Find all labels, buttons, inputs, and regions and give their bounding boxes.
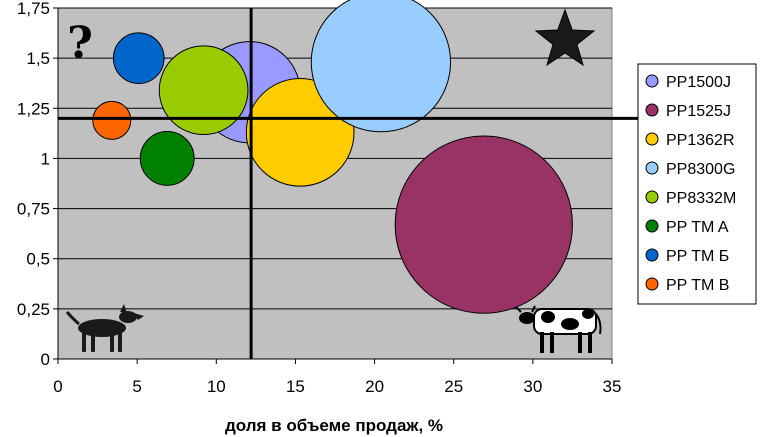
bubble-pp-tm-a xyxy=(139,131,195,186)
x-tick-label: 30 xyxy=(523,377,542,396)
dog-icon xyxy=(65,304,144,352)
x-tick-label: 0 xyxy=(53,377,62,396)
y-tick-label: 1,75 xyxy=(17,0,50,18)
bubble-pp-tm-б xyxy=(112,32,165,84)
bubble-pp8332m xyxy=(158,45,249,136)
legend-label: PP1525J xyxy=(666,103,731,120)
x-tick-label: 35 xyxy=(603,377,622,396)
x-axis-label: доля в объеме продаж, % xyxy=(225,416,443,435)
legend-label: PP TM A xyxy=(666,219,729,236)
bubble-pp8300g xyxy=(310,0,452,133)
cow-icon xyxy=(515,305,602,353)
legend-label: PP1500J xyxy=(666,74,731,91)
y-tick-label: 0,75 xyxy=(17,200,50,219)
legend-label: PP8332M xyxy=(666,190,736,207)
y-tick-label: 1,5 xyxy=(26,49,50,68)
legend-marker xyxy=(645,248,659,262)
x-tick-label: 25 xyxy=(444,377,463,396)
legend-marker xyxy=(645,103,659,117)
star-icon xyxy=(534,8,596,67)
y-tick-label: 1,25 xyxy=(17,99,50,118)
legend-marker xyxy=(645,219,659,233)
x-tick-label: 20 xyxy=(365,377,384,396)
quadrant-dividers xyxy=(58,8,752,359)
axes xyxy=(53,7,613,364)
x-tick-label: 15 xyxy=(286,377,305,396)
y-tick-label: 1 xyxy=(41,149,50,168)
legend: PP1500J PP1525J PP1362R PP8300G PP8332M PP TM… xyxy=(637,63,757,305)
legend-marker xyxy=(645,74,659,88)
legend-label: PP TM B xyxy=(666,277,729,294)
x-tick-label: 10 xyxy=(207,377,226,396)
legend-box xyxy=(637,63,757,305)
y-tick-label: 0 xyxy=(41,350,50,369)
legend-marker xyxy=(645,277,659,291)
y-tick-label: 0,5 xyxy=(26,250,50,269)
legend-marker xyxy=(645,190,659,204)
tick-labels: 0 0,25 0,5 0,75 1 1,25 1,5 1,75 0 5 10 15 20 25 30 35 xyxy=(17,0,622,396)
bubble-pp1525j xyxy=(394,135,573,314)
y-tick-label: 0,25 xyxy=(17,300,50,319)
bubble-pp-tm-b xyxy=(92,100,132,140)
legend-label: PP8300G xyxy=(666,161,735,178)
legend-marker xyxy=(645,132,659,146)
question-mark-icon: ? xyxy=(67,18,93,69)
x-tick-label: 5 xyxy=(132,377,141,396)
legend-marker xyxy=(645,161,659,175)
legend-label: PP TM Б xyxy=(666,248,729,265)
legend-label: PP1362R xyxy=(666,132,735,149)
